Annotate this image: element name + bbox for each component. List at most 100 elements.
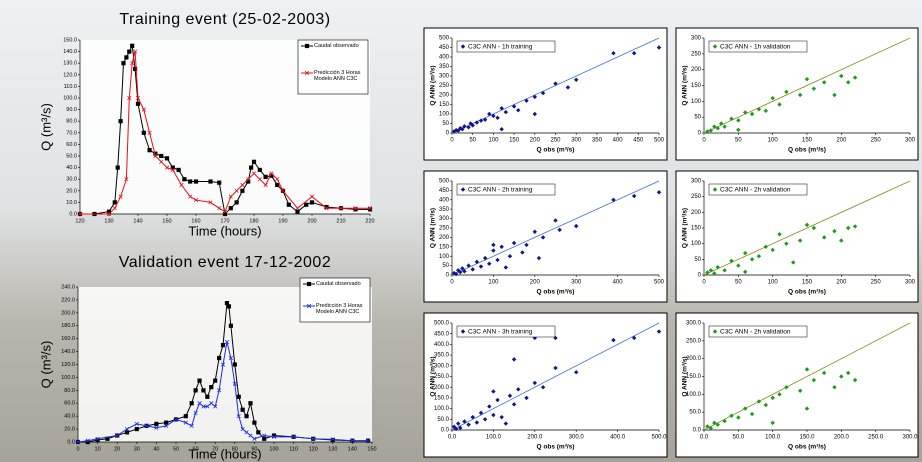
marker bbox=[723, 125, 726, 128]
marker bbox=[833, 230, 836, 233]
x-tick-label: 150 bbox=[802, 280, 813, 286]
y-tick-label: 300.0 bbox=[686, 321, 702, 327]
x-tick-label: 200 bbox=[530, 138, 541, 144]
marker bbox=[307, 282, 310, 285]
x-tick-label: 140 bbox=[348, 446, 357, 452]
x-tick-label: 0.0 bbox=[700, 435, 709, 441]
marker bbox=[757, 108, 760, 111]
marker bbox=[771, 396, 774, 399]
marker bbox=[757, 400, 760, 403]
marker bbox=[462, 45, 465, 48]
y-axis-label: Q (m³/s) bbox=[38, 341, 53, 389]
marker bbox=[119, 120, 122, 123]
marker bbox=[785, 90, 788, 93]
marker bbox=[467, 126, 470, 129]
y-tick-label: 150 bbox=[691, 83, 702, 89]
marker bbox=[206, 395, 209, 398]
x-tick-label: 300 bbox=[571, 138, 582, 144]
marker bbox=[492, 414, 495, 417]
y-axis-label: Q ANN (m³/s) bbox=[430, 208, 437, 248]
y-tick-label: 90.0 bbox=[66, 107, 77, 113]
marker bbox=[713, 272, 716, 275]
marker bbox=[542, 386, 545, 389]
marker bbox=[194, 389, 197, 392]
marker bbox=[177, 168, 180, 171]
marker bbox=[785, 242, 788, 245]
y-tick-label: 250.0 bbox=[686, 338, 702, 344]
marker bbox=[713, 421, 716, 424]
marker bbox=[113, 201, 116, 204]
marker bbox=[706, 271, 709, 274]
y-tick-label: 450 bbox=[439, 45, 450, 51]
marker bbox=[463, 125, 466, 128]
marker bbox=[287, 203, 290, 206]
y-tick-label: 50 bbox=[694, 257, 701, 263]
x-tick-label: 100 bbox=[269, 446, 278, 452]
x-tick-label: 150 bbox=[367, 446, 376, 452]
legend-label: C3C ANN - 1h validation bbox=[720, 44, 791, 51]
marker bbox=[744, 111, 747, 114]
marker bbox=[264, 175, 267, 178]
marker bbox=[249, 402, 252, 405]
legend-entry: Caudal observado bbox=[316, 281, 368, 303]
marker bbox=[500, 107, 503, 110]
marker bbox=[533, 230, 536, 233]
marker bbox=[455, 273, 458, 276]
y-tick-label: 180.0 bbox=[61, 323, 75, 329]
marker bbox=[730, 414, 733, 417]
marker bbox=[744, 270, 747, 273]
marker bbox=[771, 421, 774, 424]
marker bbox=[229, 324, 232, 327]
x-tick-label: 0 bbox=[76, 446, 79, 452]
y-tick-label: 400 bbox=[439, 197, 450, 203]
x-tick-label: 350 bbox=[592, 138, 603, 144]
y-tick-label: 60.0 bbox=[66, 142, 77, 148]
marker bbox=[542, 92, 545, 95]
marker bbox=[847, 371, 850, 374]
marker bbox=[757, 255, 760, 258]
marker bbox=[723, 420, 726, 423]
marker bbox=[714, 45, 717, 48]
x-tick-label: 50 bbox=[735, 280, 742, 286]
x-tick-label: 110 bbox=[289, 446, 298, 452]
marker bbox=[467, 264, 470, 267]
marker bbox=[492, 114, 495, 117]
y-tick-label: 100.0 bbox=[434, 406, 450, 412]
marker bbox=[462, 330, 465, 333]
x-tick-label: 190 bbox=[278, 218, 287, 224]
y-tick-label: 200.0 bbox=[434, 385, 450, 391]
y-tick-label: 500.0 bbox=[434, 321, 450, 327]
marker bbox=[237, 395, 240, 398]
x-tick-label: 200 bbox=[836, 280, 847, 286]
x-axis-label: Q obs (m³/s) bbox=[788, 444, 826, 451]
marker bbox=[785, 386, 788, 389]
marker bbox=[575, 78, 578, 81]
marker bbox=[714, 330, 717, 333]
marker bbox=[513, 242, 516, 245]
y-tick-label: 300.0 bbox=[434, 363, 450, 369]
x-axis-label: Q obs (m³/s) bbox=[788, 289, 826, 296]
x-tick-label: 100 bbox=[768, 138, 779, 144]
chart-title: Validation event 17-12-2002 bbox=[119, 254, 331, 271]
y-tick-label: 300 bbox=[439, 74, 450, 80]
y-tick-label: 130.0 bbox=[63, 61, 77, 67]
y-tick-label: 110.0 bbox=[64, 84, 77, 90]
marker bbox=[463, 270, 466, 273]
y-tick-label: 140.0 bbox=[61, 349, 75, 355]
y-tick-label: 250 bbox=[691, 194, 702, 200]
marker bbox=[537, 257, 540, 260]
y-tick-label: 400.0 bbox=[434, 342, 450, 348]
marker bbox=[310, 201, 313, 204]
y-tick-label: 450.0 bbox=[434, 331, 450, 337]
chart-title: Training event (25-02-2003) bbox=[119, 11, 330, 28]
marker bbox=[135, 427, 138, 430]
marker bbox=[455, 427, 458, 430]
marker bbox=[160, 154, 163, 157]
marker bbox=[258, 168, 261, 171]
x-tick-label: 200.0 bbox=[527, 435, 543, 441]
y-tick-label: 120.0 bbox=[61, 362, 75, 368]
x-tick-label: 100 bbox=[488, 280, 499, 286]
marker bbox=[184, 415, 187, 418]
marker bbox=[504, 266, 507, 269]
x-tick-label: 50 bbox=[735, 138, 742, 144]
